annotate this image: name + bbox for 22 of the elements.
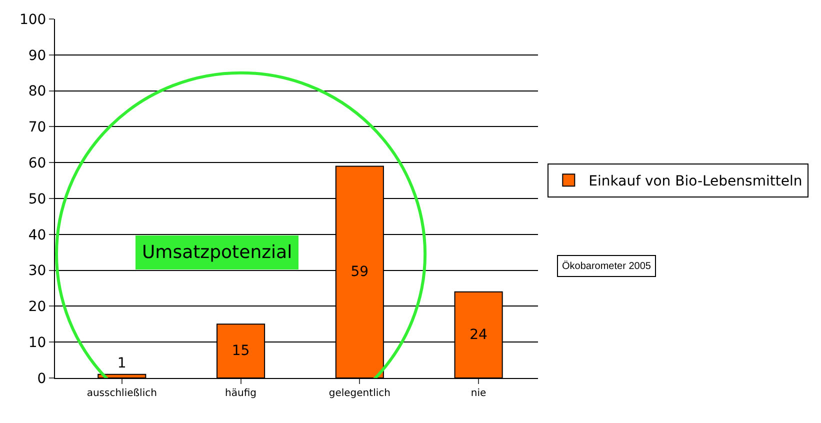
x-tick-label: nie [470, 388, 486, 399]
y-tick-label: 10 [28, 335, 46, 351]
data-label: 59 [350, 264, 369, 280]
annotation: Umsatzpotenzial [142, 242, 292, 263]
text: Ökobarometer 2005 [562, 260, 652, 272]
y-tick-label: 20 [28, 299, 46, 316]
x-tick-label: ausschließlich [86, 388, 157, 399]
y-tick-label: 80 [28, 84, 46, 100]
y-tick-label: 50 [28, 191, 46, 208]
y-tick-label: 40 [28, 227, 46, 244]
x-tick-label: gelegentlich [328, 388, 390, 399]
data-label: 15 [232, 343, 250, 360]
legend-label: Einkauf von Bio-Lebensmitteln [588, 174, 802, 190]
y-tick-label: 60 [28, 156, 46, 172]
y-tick-label: 30 [28, 263, 46, 280]
y-tick-label: 100 [19, 12, 46, 28]
y-tick-label: 70 [28, 120, 46, 136]
y-tick-label: 90 [28, 48, 46, 64]
x-tick-label: häufig [225, 388, 257, 399]
data-label: 24 [470, 326, 488, 343]
y-tick-label: 0 [37, 370, 46, 387]
data-label: 1 [117, 355, 126, 372]
